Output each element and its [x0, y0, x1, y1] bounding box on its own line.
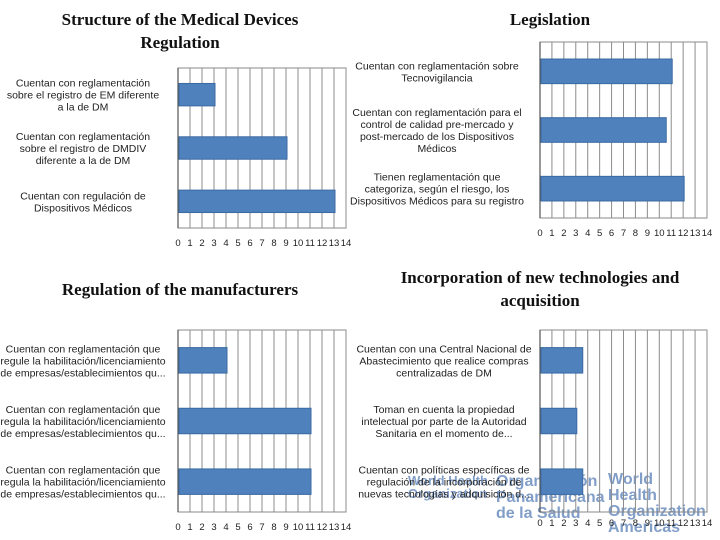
tick-label-2-0: 0: [175, 522, 180, 533]
tick-label-1-8: 8: [633, 228, 638, 239]
bar-1-0: [540, 58, 673, 85]
tick-label-2-6: 6: [247, 522, 252, 533]
tick-label-2-7: 7: [259, 522, 264, 533]
tick-label-1-0: 0: [537, 228, 542, 239]
tick-label-0-8: 8: [271, 238, 276, 249]
category-label-3-2: Cuentan con políticas específicas de regu…: [358, 465, 530, 501]
tick-label-0-4: 4: [223, 238, 228, 249]
tick-label-3-3: 3: [573, 518, 578, 529]
tick-label-2-14: 14: [341, 522, 352, 533]
bar-2-0: [178, 347, 228, 374]
bar-1-1: [540, 117, 667, 143]
tick-label-2-8: 8: [271, 522, 276, 533]
tick-label-3-8: 8: [633, 518, 638, 529]
tick-label-1-1: 1: [549, 228, 554, 239]
category-label-0-1: Cuentan con reglamentación sobre el regis…: [16, 131, 150, 167]
tick-label-1-3: 3: [573, 228, 578, 239]
tick-label-2-13: 13: [329, 522, 340, 533]
tick-label-0-13: 13: [329, 238, 340, 249]
bar-0-2: [178, 189, 336, 214]
tick-label-2-5: 5: [235, 522, 240, 533]
tick-label-1-11: 11: [666, 228, 676, 239]
tick-label-1-13: 13: [690, 228, 701, 239]
tick-label-2-2: 2: [199, 522, 204, 533]
category-label-3-1: Toman en cuenta la propiedad intelectual …: [361, 404, 526, 440]
tick-label-1-10: 10: [654, 228, 665, 239]
category-label-1-0: Cuentan con reglamentación sobre Tecnovig…: [355, 60, 519, 84]
tick-label-0-10: 10: [293, 238, 304, 249]
bar-0-1: [178, 136, 288, 160]
tick-label-3-12: 12: [678, 518, 689, 529]
tick-label-3-6: 6: [609, 518, 614, 529]
tick-label-2-10: 10: [293, 522, 304, 533]
tick-label-0-7: 7: [259, 238, 264, 249]
category-label-2-0: Cuentan con reglamentación que regule la …: [0, 343, 165, 379]
tick-label-1-4: 4: [585, 228, 590, 239]
tick-label-3-7: 7: [621, 518, 626, 529]
tick-label-1-7: 7: [621, 228, 626, 239]
tick-label-0-12: 12: [317, 238, 328, 249]
tick-label-0-0: 0: [175, 238, 180, 249]
category-label-2-1: Cuentan con reglamentación que regula la …: [0, 404, 165, 440]
tick-label-3-9: 9: [645, 518, 650, 529]
chart-title-incorporation: Incorporation of new technologies and ac…: [400, 268, 680, 310]
chart-title-legislation: Legislation: [509, 10, 591, 29]
bar-0-0: [178, 82, 216, 107]
tick-label-3-14: 14: [702, 518, 713, 529]
category-label-3-0: Cuentan con una Central Nacional de Abast…: [356, 343, 531, 379]
tick-label-0-1: 1: [187, 238, 192, 249]
tick-label-3-2: 2: [561, 518, 566, 529]
tick-label-2-11: 11: [305, 522, 315, 533]
category-label-0-0: Cuentan con reglamentación sobre el regis…: [7, 78, 159, 114]
tick-label-1-9: 9: [645, 228, 650, 239]
tick-label-2-12: 12: [317, 522, 328, 533]
tick-label-0-11: 11: [305, 238, 315, 249]
tick-label-0-3: 3: [211, 238, 216, 249]
category-label-1-1: Cuentan con reglamentación para el contro…: [352, 107, 521, 155]
bar-2-1: [178, 407, 312, 435]
tick-label-2-3: 3: [211, 522, 216, 533]
category-label-0-2: Cuentan con regulación de Dispositivos Mé…: [20, 190, 146, 214]
tick-label-2-9: 9: [283, 522, 288, 533]
tick-label-3-5: 5: [597, 518, 602, 529]
tick-label-3-4: 4: [585, 518, 590, 529]
tick-label-2-1: 1: [187, 522, 192, 533]
tick-label-1-6: 6: [609, 228, 614, 239]
tick-label-3-0: 0: [537, 518, 542, 529]
category-label-2-2: Cuentan con reglamentación que regula la …: [0, 465, 165, 501]
tick-label-1-2: 2: [561, 228, 566, 239]
tick-label-0-9: 9: [283, 238, 288, 249]
tick-label-2-4: 4: [223, 522, 228, 533]
tick-label-3-1: 1: [549, 518, 554, 529]
tick-label-0-14: 14: [341, 238, 352, 249]
bar-3-0: [540, 347, 584, 374]
tick-label-1-5: 5: [597, 228, 602, 239]
bar-1-2: [540, 175, 685, 202]
bar-2-2: [178, 468, 312, 495]
tick-label-0-5: 5: [235, 238, 240, 249]
tick-label-1-14: 14: [702, 228, 713, 239]
tick-label-3-11: 11: [666, 518, 676, 529]
chart-title-structure: Structure of the Medical Devices Regulat…: [61, 10, 299, 52]
bar-3-2: [540, 468, 584, 495]
chart-title-manufacturers: Regulation of the manufacturers: [61, 280, 299, 299]
category-label-1-2: Tienen reglamentación que categoriza, seg…: [350, 172, 524, 208]
tick-label-3-10: 10: [654, 518, 665, 529]
bar-3-1: [540, 407, 578, 435]
tick-label-1-12: 12: [678, 228, 689, 239]
tick-label-0-6: 6: [247, 238, 252, 249]
tick-label-3-13: 13: [690, 518, 701, 529]
tick-label-0-2: 2: [199, 238, 204, 249]
who-emblem-logo: World Health Organization: [408, 473, 488, 501]
